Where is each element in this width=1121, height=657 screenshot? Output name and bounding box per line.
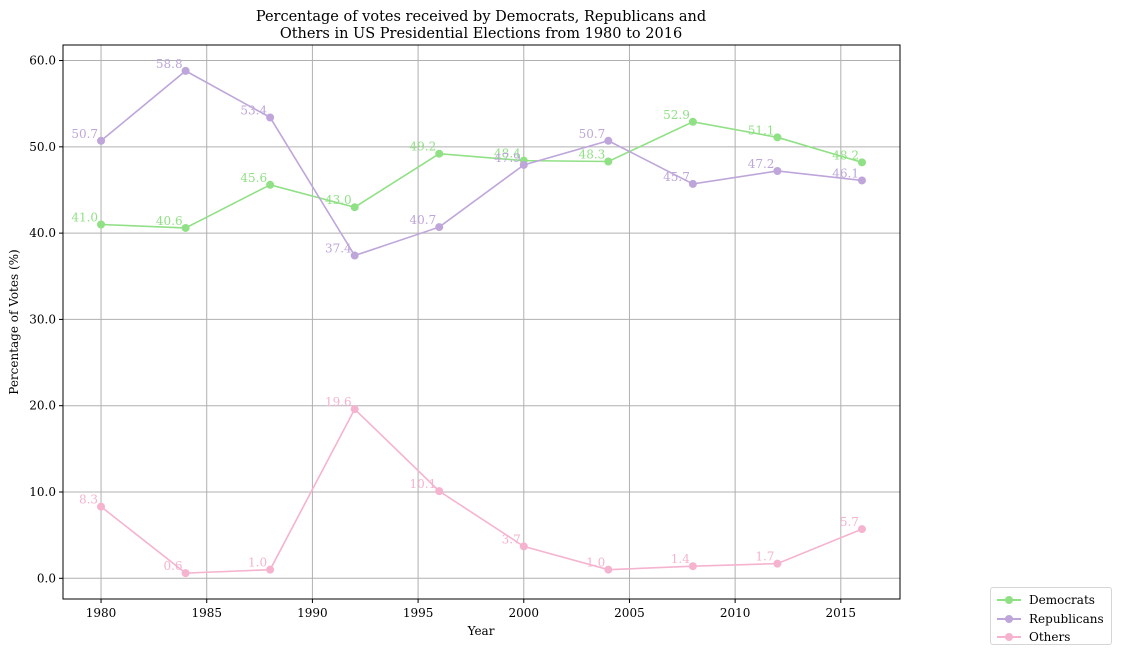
x-axis-label: Year — [467, 624, 495, 638]
republicans-line — [100, 69, 863, 257]
democrats-point — [857, 158, 866, 167]
legend: Democrats Republicans Others — [990, 587, 1112, 645]
others-point — [519, 542, 528, 551]
democrats-data-label: 45.6 — [240, 171, 267, 185]
others-point — [435, 487, 444, 496]
others-data-label: 10.1 — [410, 477, 437, 491]
others-point — [97, 502, 106, 511]
others-point — [604, 565, 613, 574]
y-axis-label: Percentage of Votes (%) — [7, 249, 21, 394]
x-tick-label: 1985 — [191, 606, 222, 620]
others-data-label: 1.0 — [248, 556, 267, 570]
y-tick-label: 10.0 — [29, 485, 56, 499]
republicans-data-label: 53.4 — [240, 103, 267, 117]
x-tick-label: 2015 — [826, 606, 857, 620]
x-tick-label: 1990 — [297, 606, 328, 620]
others-point — [688, 562, 697, 571]
others-data-label: 0.6 — [163, 559, 182, 573]
others-data-label: 8.3 — [79, 493, 98, 507]
others-point — [773, 559, 782, 568]
democrats-data-label: 40.6 — [156, 214, 183, 228]
legend-item-democrats: Democrats — [997, 591, 1105, 610]
democrats-point — [350, 203, 359, 212]
republicans-data-label: 58.8 — [156, 57, 183, 71]
plot-area-frame — [62, 44, 901, 600]
others-data-label: 1.7 — [755, 550, 774, 564]
others-point — [857, 525, 866, 534]
democrats-point — [266, 180, 275, 189]
republicans-point — [266, 113, 275, 122]
others-point — [266, 565, 275, 574]
x-tick-label: 1995 — [403, 606, 434, 620]
chart-title-line-2: Others in US Presidential Elections from… — [280, 26, 682, 42]
republicans-data-label: 45.7 — [663, 170, 690, 184]
x-tick-label: 2000 — [508, 606, 539, 620]
y-tick-label: 20.0 — [29, 399, 56, 413]
grid — [63, 45, 900, 599]
democrats-data-label: 52.9 — [663, 108, 690, 122]
democrats-data-label: 51.1 — [748, 123, 775, 137]
legend-label: Democrats — [1029, 593, 1095, 608]
democrats-data-label: 48.3 — [579, 147, 606, 161]
legend-label: Others — [1029, 630, 1071, 645]
republicans-point — [519, 160, 528, 169]
others-data-label: 19.6 — [325, 395, 352, 409]
democrats-data-label: 49.2 — [410, 140, 437, 154]
republicans-data-label: 47.9 — [494, 151, 521, 165]
legend-swatch-democrats — [997, 595, 1021, 605]
legend-item-others: Others — [997, 628, 1105, 647]
y-tick-label: 0.0 — [37, 571, 56, 585]
chart-title-line-1: Percentage of votes received by Democrat… — [256, 9, 706, 25]
others-point — [350, 405, 359, 414]
y-tick-label: 40.0 — [29, 226, 56, 240]
republicans-point — [688, 179, 697, 188]
x-tick-label: 1980 — [86, 606, 117, 620]
series-republicans: 50.7 58.8 53.4 37.4 40.7 47.9 50.7 45.7 47.2 46.1 — [71, 57, 866, 260]
democrats-point — [773, 133, 782, 142]
republicans-point — [435, 223, 444, 232]
republicans-data-label: 50.7 — [71, 127, 98, 141]
republicans-data-label: 40.7 — [410, 213, 437, 227]
others-data-label: 1.4 — [671, 552, 690, 566]
republicans-data-label: 37.4 — [325, 242, 352, 256]
series-layer: 41.0 40.6 45.6 43.0 49.2 48.4 48.3 52.9 51.1 48.2… — [71, 57, 866, 578]
series-democrats: 41.0 40.6 45.6 43.0 49.2 48.4 48.3 52.9 51.1 48.2 — [71, 108, 866, 232]
x-tick-label: 2010 — [720, 606, 751, 620]
republicans-data-label: 50.7 — [579, 127, 606, 141]
y-tick-label: 50.0 — [29, 140, 56, 154]
others-data-label: 1.0 — [586, 556, 605, 570]
republicans-point — [604, 136, 613, 145]
republicans-point — [773, 166, 782, 175]
series-others: 8.3 0.6 1.0 19.6 10.1 3.7 1.0 1.4 1.7 5.7 — [79, 395, 866, 578]
legend-item-republicans: Republicans — [997, 610, 1105, 629]
legend-swatch-republicans — [997, 614, 1021, 624]
legend-swatch-others — [997, 632, 1021, 642]
democrats-point — [604, 157, 613, 166]
axis-ticks: 1980 1985 1990 1995 2000 2005 2010 2015 0.0 10.0 2… — [29, 54, 856, 620]
democrats-line — [101, 120, 863, 229]
republicans-data-label: 47.2 — [748, 157, 775, 171]
y-tick-label: 30.0 — [29, 312, 56, 326]
democrats-data-label: 43.0 — [325, 193, 352, 207]
others-line — [100, 407, 863, 574]
legend-label: Republicans — [1029, 611, 1104, 626]
republicans-data-label: 46.1 — [832, 166, 859, 180]
democrats-point — [181, 223, 190, 232]
democrats-data-label: 48.2 — [832, 148, 859, 162]
x-tick-label: 2005 — [614, 606, 645, 620]
republicans-point — [350, 251, 359, 260]
republicans-point — [97, 136, 106, 145]
others-data-label: 5.7 — [840, 515, 859, 529]
y-tick-label: 60.0 — [29, 54, 56, 68]
democrats-point — [688, 117, 697, 126]
democrats-data-label: 48.4 — [494, 147, 521, 161]
democrats-point — [435, 149, 444, 158]
others-data-label: 3.7 — [502, 532, 521, 546]
others-point — [181, 569, 190, 578]
republicans-point — [857, 176, 866, 185]
republicans-point — [181, 66, 190, 75]
democrats-point — [97, 220, 106, 229]
democrats-data-label: 41.0 — [71, 210, 98, 224]
